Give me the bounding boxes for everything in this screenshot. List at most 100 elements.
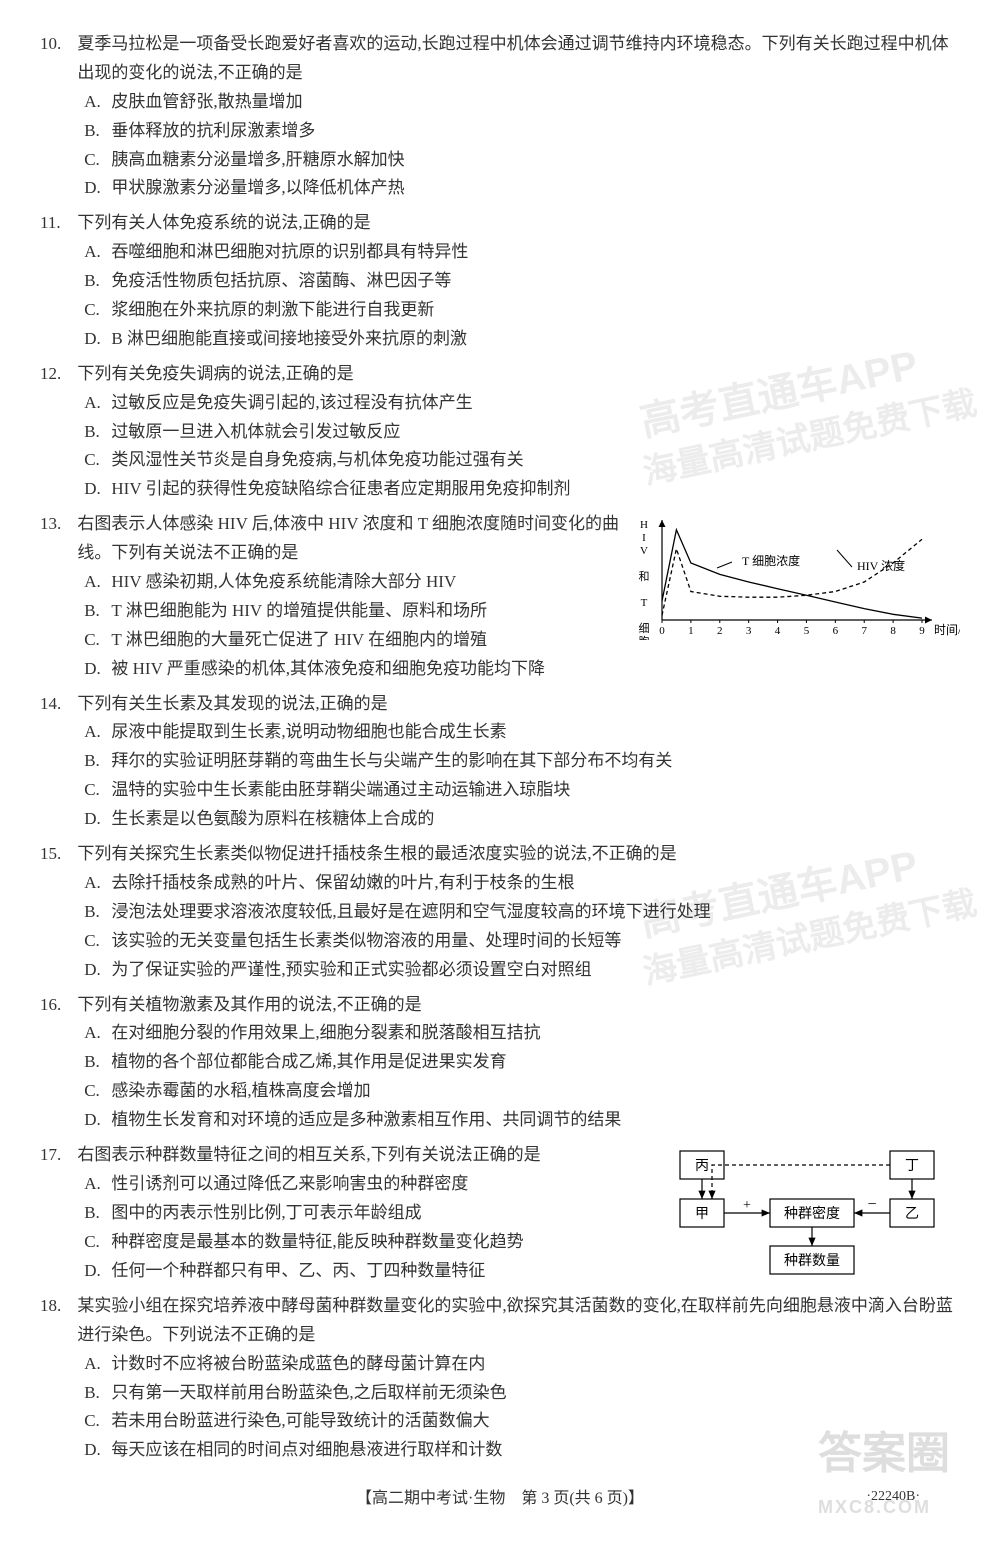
opt-text: 胰高血糖素分泌量增多,肝糖原水解加快 xyxy=(111,146,960,175)
opt-label: B. xyxy=(84,747,111,776)
q-stem-text: 下列有关免疫失调病的说法,正确的是 xyxy=(77,360,960,389)
svg-text:6: 6 xyxy=(833,625,839,637)
opt-label: A. xyxy=(84,1350,111,1379)
opt-text: 感染赤霉菌的水稻,植株高度会增加 xyxy=(111,1077,960,1106)
q-number: 12. xyxy=(40,360,77,389)
opt-text: B 淋巴细胞能直接或间接地接受外来抗原的刺激 xyxy=(111,325,960,354)
opt-text: 尿液中能提取到生长素,说明动物细胞也能合成生长素 xyxy=(111,718,960,747)
opt-text: 为了保证实验的严谨性,预实验和正式实验都必须设置空白对照组 xyxy=(111,956,960,985)
hiv-chart: 0123456789时间/年HIV 和 T 细胞浓度T 细胞浓度HIV 浓度 xyxy=(630,510,960,650)
opt-label: D. xyxy=(84,325,111,354)
q-stem-text: 下列有关生长素及其发现的说法,正确的是 xyxy=(77,690,960,719)
question-11: 11. 下列有关人体免疫系统的说法,正确的是 A.吞噬细胞和淋巴细胞对抗原的识别… xyxy=(40,209,960,353)
svg-text:−: − xyxy=(867,1196,876,1213)
svg-text:T: T xyxy=(641,597,648,609)
svg-text:7: 7 xyxy=(861,625,867,637)
opt-text: 被 HIV 严重感染的机体,其体液免疫和细胞免疫功能均下降 xyxy=(111,655,960,684)
opt-label: A. xyxy=(84,1019,111,1048)
svg-text:1: 1 xyxy=(688,625,694,637)
opt-text: 类风湿性关节炎是自身免疫病,与机体免疫功能过强有关 xyxy=(111,446,960,475)
svg-text:甲: 甲 xyxy=(695,1207,709,1222)
opt-label: C. xyxy=(84,1077,111,1106)
opt-label: D. xyxy=(84,475,111,504)
opt-text: 浸泡法处理要求溶液浓度较低,且最好是在遮阴和空气湿度较高的环境下进行处理 xyxy=(111,898,960,927)
opt-text: 垂体释放的抗利尿激素增多 xyxy=(111,117,960,146)
svg-text:种群数量: 种群数量 xyxy=(784,1253,840,1269)
opt-label: B. xyxy=(84,898,111,927)
opt-label: C. xyxy=(84,296,111,325)
svg-text:V: V xyxy=(640,545,648,557)
opt-text: 性引诱剂可以通过降低乙来影响害虫的种群密度 xyxy=(111,1170,652,1199)
opt-text: 去除扦插枝条成熟的叶片、保留幼嫩的叶片,有利于枝条的生根 xyxy=(111,869,960,898)
opt-text: 过敏反应是免疫失调引起的,该过程没有抗体产生 xyxy=(111,389,960,418)
opt-label: C. xyxy=(84,626,111,655)
opt-label: D. xyxy=(84,956,111,985)
opt-text: 计数时不应将被台盼蓝染成蓝色的酵母菌计算在内 xyxy=(111,1350,960,1379)
opt-text: T 淋巴细胞能为 HIV 的增殖提供能量、原料和场所 xyxy=(111,597,622,626)
q-number: 14. xyxy=(40,690,77,719)
opt-label: A. xyxy=(84,568,111,597)
svg-text:8: 8 xyxy=(890,625,896,637)
opt-text: 植物的各个部位都能合成乙烯,其作用是促进果实发育 xyxy=(111,1048,960,1077)
opt-label: B. xyxy=(84,597,111,626)
svg-text:和: 和 xyxy=(639,570,650,583)
q-stem-text: 下列有关植物激素及其作用的说法,不正确的是 xyxy=(77,991,960,1020)
opt-text: 只有第一天取样前用台盼蓝染色,之后取样前无须染色 xyxy=(111,1379,960,1408)
svg-text:5: 5 xyxy=(804,625,810,637)
opt-text: 免疫活性物质包括抗原、溶菌酶、淋巴因子等 xyxy=(111,267,960,296)
question-10: 10. 夏季马拉松是一项备受长跑爱好者喜欢的运动,长跑过程中机体会通过调节维持内… xyxy=(40,30,960,203)
svg-text:H: H xyxy=(640,519,648,531)
q-number: 18. xyxy=(40,1292,77,1350)
opt-label: C. xyxy=(84,776,111,805)
opt-label: B. xyxy=(84,1379,111,1408)
opt-label: D. xyxy=(84,1106,111,1135)
opt-label: D. xyxy=(84,1436,111,1465)
opt-text: 种群密度是最基本的数量特征,能反映种群数量变化趋势 xyxy=(111,1228,652,1257)
opt-text: 植物生长发育和对环境的适应是多种激素相互作用、共同调节的结果 xyxy=(111,1106,960,1135)
svg-text:I: I xyxy=(642,532,646,544)
opt-text: 温特的实验中生长素能由胚芽鞘尖端通过主动运输进入琼脂块 xyxy=(111,776,960,805)
opt-text: 吞噬细胞和淋巴细胞对抗原的识别都具有特异性 xyxy=(111,238,960,267)
opt-text: 拜尔的实验证明胚芽鞘的弯曲生长与尖端产生的影响在其下部分布不均有关 xyxy=(111,747,960,776)
opt-label: C. xyxy=(84,146,111,175)
opt-text: 该实验的无关变量包括生长素类似物溶液的用量、处理时间的长短等 xyxy=(111,927,960,956)
svg-text:2: 2 xyxy=(717,625,723,637)
population-diagram: 丙丁甲种群密度乙种群数量+− xyxy=(660,1141,960,1286)
opt-label: D. xyxy=(84,805,111,834)
question-12: 12. 下列有关免疫失调病的说法,正确的是 A.过敏反应是免疫失调引起的,该过程… xyxy=(40,360,960,504)
opt-text: HIV 感染初期,人体免疫系统能清除大部分 HIV xyxy=(111,568,622,597)
q-number: 13. xyxy=(40,510,77,568)
svg-text:T 细胞浓度: T 细胞浓度 xyxy=(742,553,800,568)
q-stem-text: 右图表示种群数量特征之间的相互关系,下列有关说法正确的是 xyxy=(77,1141,652,1170)
opt-label: B. xyxy=(84,1199,111,1228)
q-number: 15. xyxy=(40,840,77,869)
q-stem-text: 右图表示人体感染 HIV 后,体液中 HIV 浓度和 T 细胞浓度随时间变化的曲… xyxy=(77,510,622,568)
opt-label: A. xyxy=(84,88,111,117)
question-17: 丙丁甲种群密度乙种群数量+− 17. 右图表示种群数量特征之间的相互关系,下列有… xyxy=(40,1141,960,1286)
svg-text:3: 3 xyxy=(746,625,752,637)
opt-label: C. xyxy=(84,446,111,475)
opt-label: A. xyxy=(84,869,111,898)
opt-text: T 淋巴细胞的大量死亡促进了 HIV 在细胞内的增殖 xyxy=(111,626,622,655)
svg-text:种群密度: 种群密度 xyxy=(784,1205,840,1222)
opt-label: C. xyxy=(84,1407,111,1436)
q-stem-text: 夏季马拉松是一项备受长跑爱好者喜欢的运动,长跑过程中机体会通过调节维持内环境稳态… xyxy=(77,30,960,88)
opt-text: 生长素是以色氨酸为原料在核糖体上合成的 xyxy=(111,805,960,834)
question-13: 0123456789时间/年HIV 和 T 细胞浓度T 细胞浓度HIV 浓度 1… xyxy=(40,510,960,683)
svg-text:0: 0 xyxy=(659,625,665,637)
opt-label: D. xyxy=(84,655,111,684)
q-number: 11. xyxy=(40,209,77,238)
opt-label: D. xyxy=(84,1257,111,1286)
opt-label: B. xyxy=(84,418,111,447)
page: 高考直通车APP 海量高清试题免费下载 高考直通车APP 海量高清试题免费下载 … xyxy=(40,30,960,1512)
opt-label: A. xyxy=(84,1170,111,1199)
svg-text:+: + xyxy=(743,1198,751,1213)
opt-text: HIV 引起的获得性免疫缺陷综合征患者应定期服用免疫抑制剂 xyxy=(111,475,960,504)
question-15: 15. 下列有关探究生长素类似物促进扦插枝条生根的最适浓度实验的说法,不正确的是… xyxy=(40,840,960,984)
q-stem-text: 某实验小组在探究培养液中酵母菌种群数量变化的实验中,欲探究其活菌数的变化,在取样… xyxy=(77,1292,960,1350)
svg-text:HIV 浓度: HIV 浓度 xyxy=(857,558,905,573)
svg-text:丁: 丁 xyxy=(905,1159,919,1174)
opt-label: B. xyxy=(84,117,111,146)
opt-text: 图中的丙表示性别比例,丁可表示年龄组成 xyxy=(111,1199,652,1228)
svg-text:乙: 乙 xyxy=(905,1206,919,1222)
